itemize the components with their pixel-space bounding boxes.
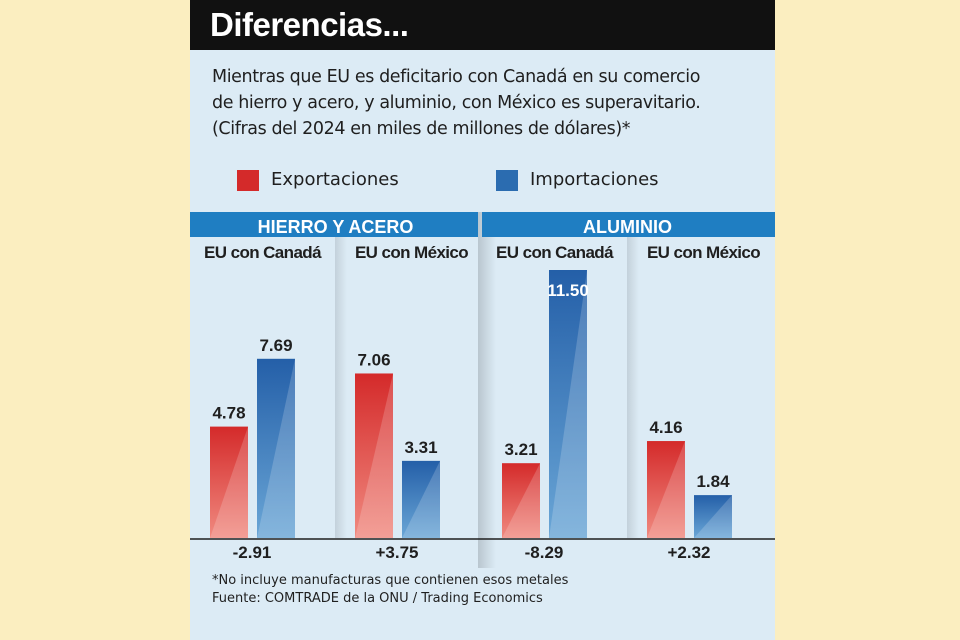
- data-label: 1.84: [696, 472, 730, 491]
- group-header: [190, 212, 480, 237]
- bar-imports-highlight: [257, 358, 295, 538]
- bar-exports-highlight: [355, 373, 393, 538]
- legend-swatch-exports: [237, 170, 259, 191]
- bar-exports-highlight: [502, 463, 540, 538]
- balance-label: +2.32: [667, 543, 710, 562]
- group-header: [482, 212, 775, 237]
- data-label: 4.16: [649, 418, 682, 437]
- subtitle-line: de hierro y acero, y aluminio, con Méxic…: [212, 93, 701, 113]
- group-divider-shadow: [478, 212, 496, 568]
- bar-exports-highlight: [210, 426, 248, 538]
- data-label: 7.06: [357, 350, 390, 369]
- bar-exports: [210, 426, 248, 538]
- panel-shade: [627, 237, 639, 538]
- bar-exports: [502, 463, 540, 538]
- chart-title: Diferencias...: [210, 6, 409, 43]
- data-label: 7.69: [259, 336, 292, 355]
- group-title: HIERRO Y ACERO: [258, 217, 414, 237]
- panel-shade: [335, 237, 347, 538]
- bar-exports: [355, 373, 393, 538]
- source-note: Fuente: COMTRADE de la ONU / Trading Eco…: [212, 591, 543, 606]
- panel-label: EU con México: [647, 243, 760, 262]
- subtitle-line: Mientras que EU es deficitario con Canad…: [212, 67, 701, 87]
- title-bar: Diferencias...: [190, 0, 775, 50]
- footnote: *No incluye manufacturas que contienen e…: [212, 573, 569, 588]
- panel-label: EU con Canadá: [496, 243, 614, 262]
- bar-exports-highlight: [647, 441, 685, 538]
- bar-exports: [647, 441, 685, 538]
- bar-imports-highlight: [694, 495, 732, 538]
- data-label: 4.78: [212, 404, 245, 423]
- bar-imports: [549, 270, 587, 538]
- bar-imports: [257, 358, 295, 538]
- data-label: 3.31: [404, 438, 437, 457]
- legend-label-exports: Exportaciones: [271, 169, 399, 190]
- footnotes: *No incluye manufacturas que contienen e…: [212, 572, 568, 608]
- data-label: 3.21: [504, 440, 537, 459]
- balance-label: +3.75: [375, 543, 418, 562]
- bar-chart: HIERRO Y ACERO EU con Canadá 4.78 7.69 -2.91…: [190, 212, 775, 568]
- balance-label: -8.29: [525, 543, 564, 562]
- bar-imports: [402, 460, 440, 538]
- group-title: ALUMINIO: [583, 217, 672, 237]
- bar-imports-highlight: [402, 460, 440, 538]
- bar-imports: [694, 495, 732, 538]
- infographic-card: Diferencias... Mientras que EU es defici…: [190, 0, 775, 640]
- data-label: 11.50: [547, 281, 589, 300]
- balance-label: -2.91: [233, 543, 272, 562]
- legend-label-imports: Importaciones: [530, 169, 659, 190]
- panel-label: EU con Canadá: [204, 243, 322, 262]
- panel-label: EU con México: [355, 243, 468, 262]
- subtitle-line: (Cifras del 2024 en miles de millones de…: [212, 119, 631, 139]
- legend-swatch-imports: [496, 170, 518, 191]
- chart-subtitle: Mientras que EU es deficitario con Canad…: [212, 64, 757, 142]
- bar-imports-highlight: [549, 270, 587, 538]
